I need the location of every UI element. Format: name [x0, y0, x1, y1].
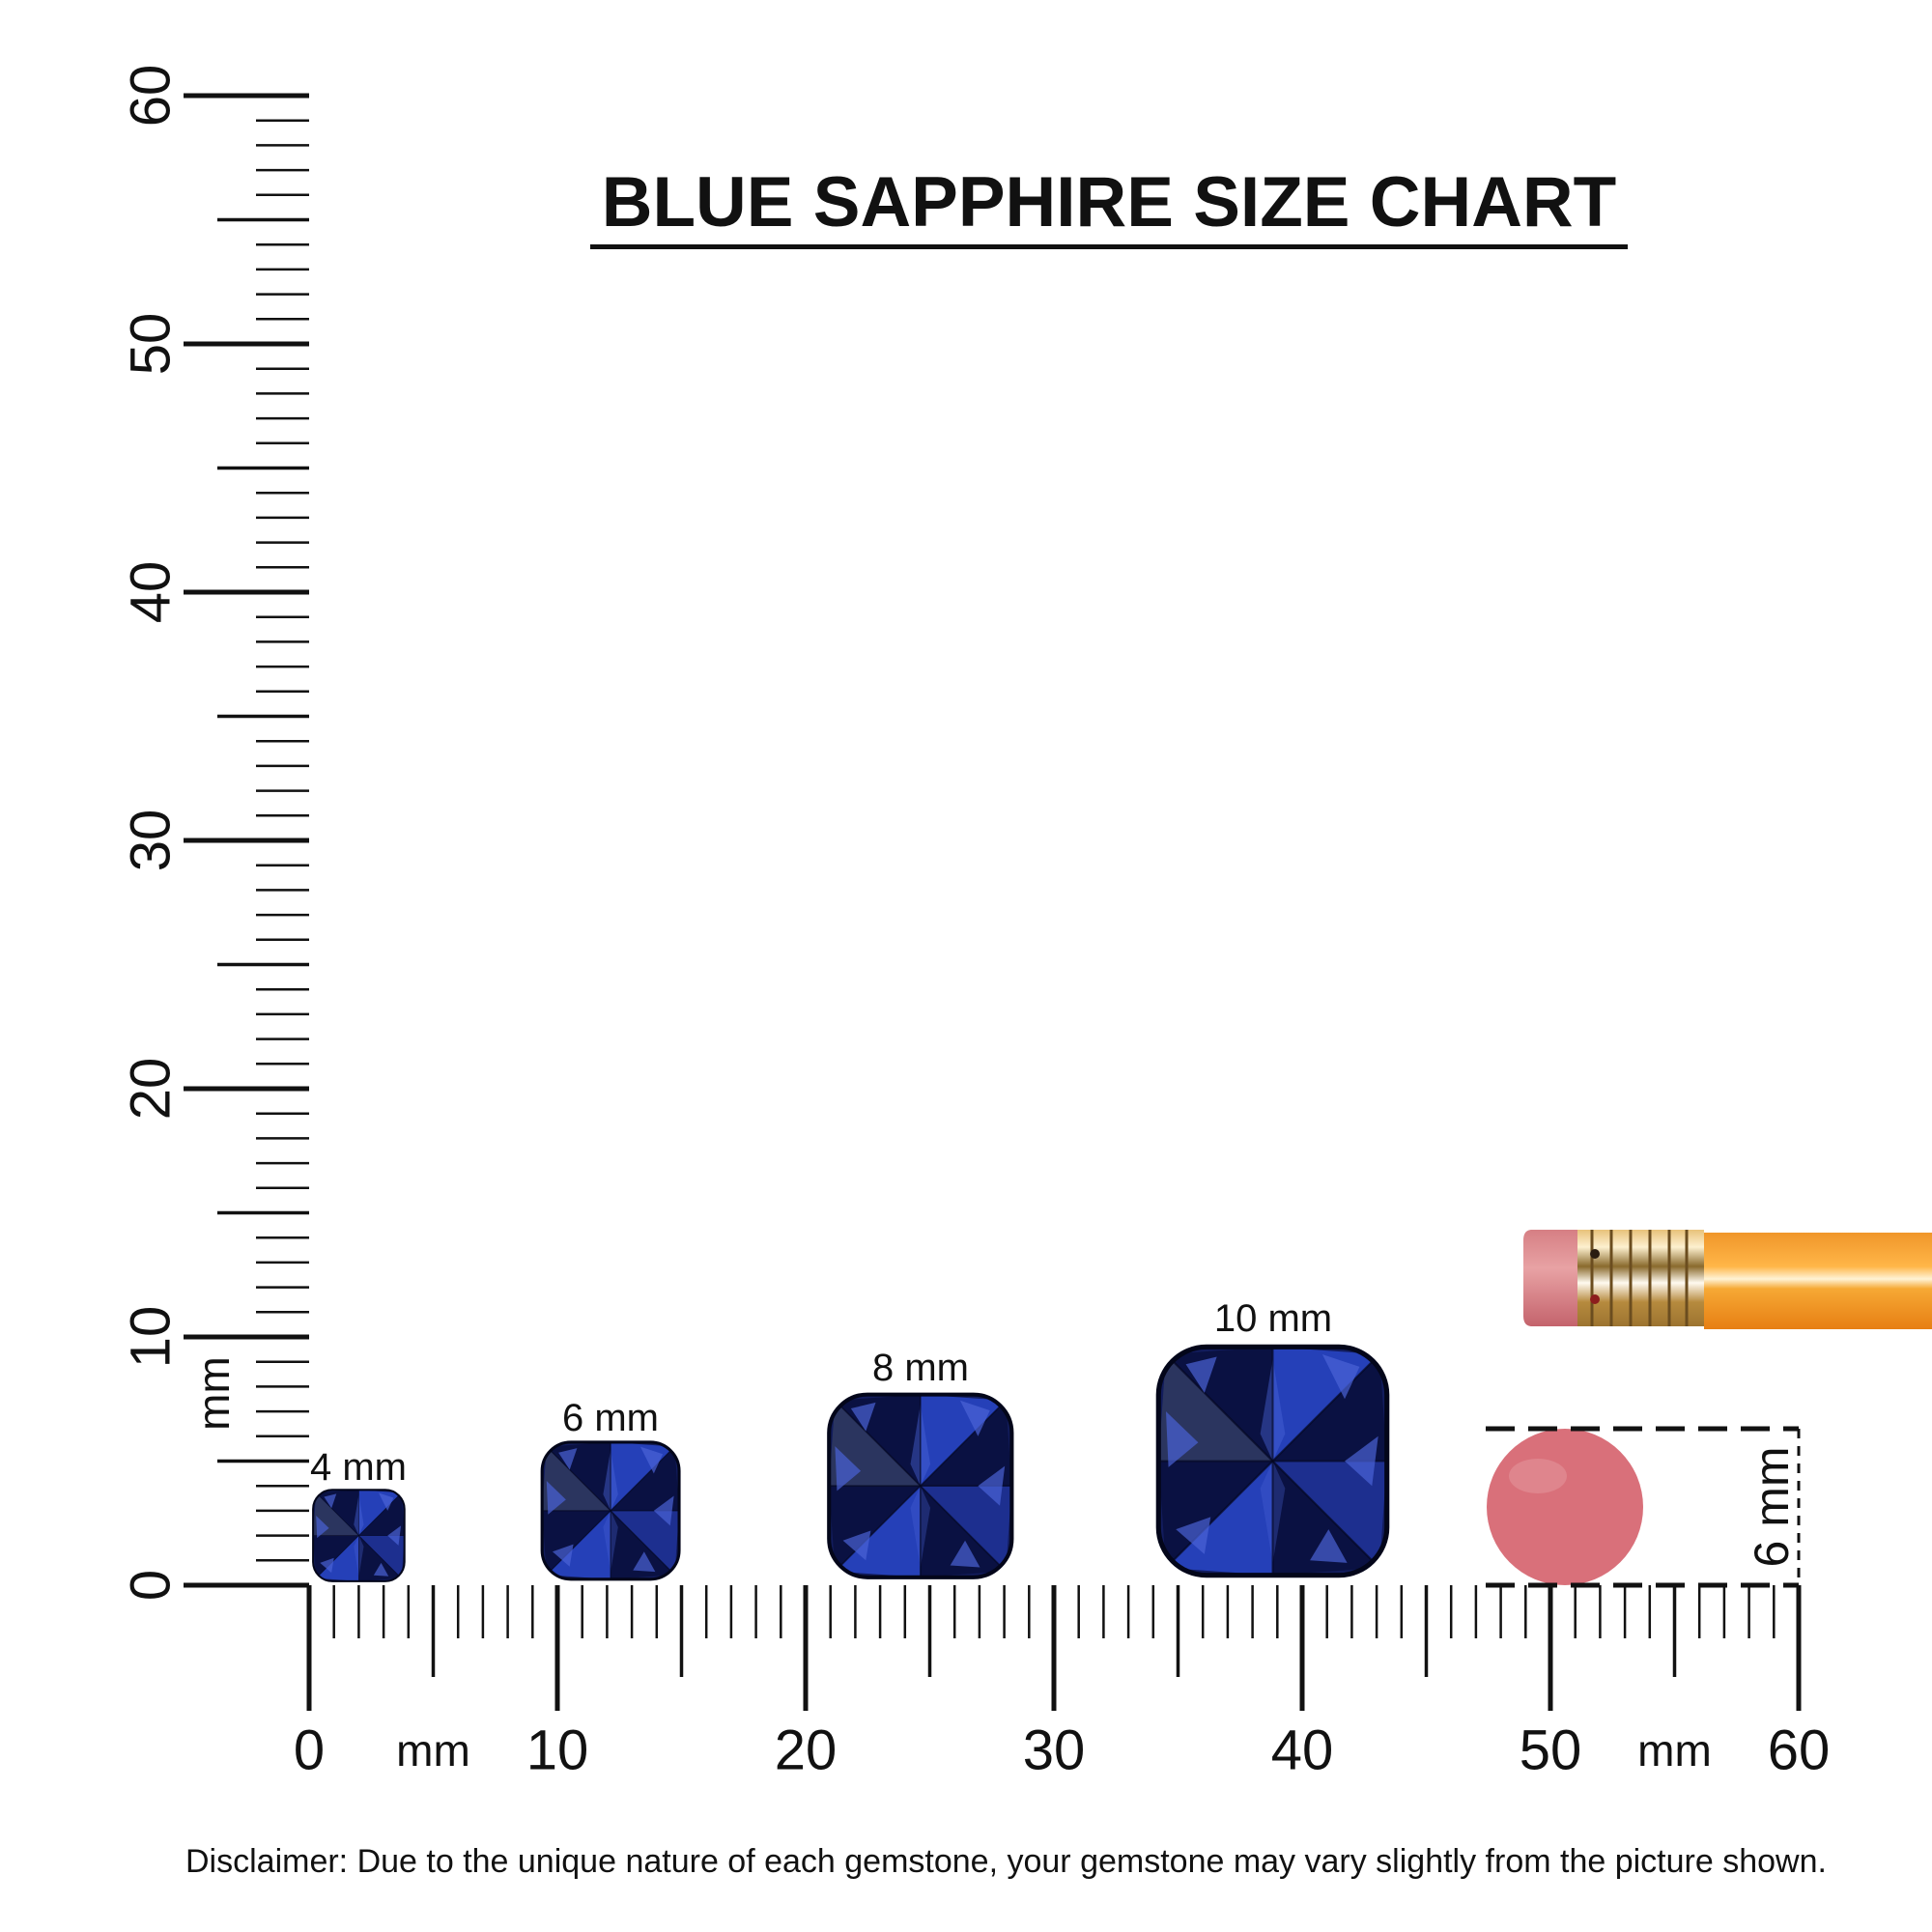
svg-text:50: 50 [1520, 1719, 1582, 1781]
svg-text:4 mm: 4 mm [310, 1446, 407, 1489]
svg-text:6 mm: 6 mm [1745, 1447, 1799, 1568]
svg-text:8 mm: 8 mm [872, 1347, 969, 1389]
svg-text:20: 20 [775, 1719, 838, 1781]
svg-text:10: 10 [526, 1719, 589, 1781]
svg-text:30: 30 [1023, 1719, 1086, 1781]
svg-text:30: 30 [119, 810, 182, 872]
svg-text:mm: mm [1637, 1725, 1712, 1776]
svg-text:50: 50 [119, 313, 182, 376]
svg-text:10: 10 [119, 1306, 182, 1369]
svg-text:0: 0 [294, 1719, 325, 1781]
svg-text:mm: mm [188, 1356, 239, 1431]
svg-text:6 mm: 6 mm [562, 1397, 659, 1439]
svg-text:10 mm: 10 mm [1214, 1297, 1332, 1340]
svg-text:60: 60 [119, 65, 182, 128]
svg-text:40: 40 [119, 561, 182, 624]
svg-text:0: 0 [119, 1570, 182, 1601]
svg-text:20: 20 [119, 1058, 182, 1121]
svg-text:mm: mm [396, 1725, 470, 1776]
svg-text:40: 40 [1271, 1719, 1334, 1781]
svg-text:60: 60 [1768, 1719, 1831, 1781]
